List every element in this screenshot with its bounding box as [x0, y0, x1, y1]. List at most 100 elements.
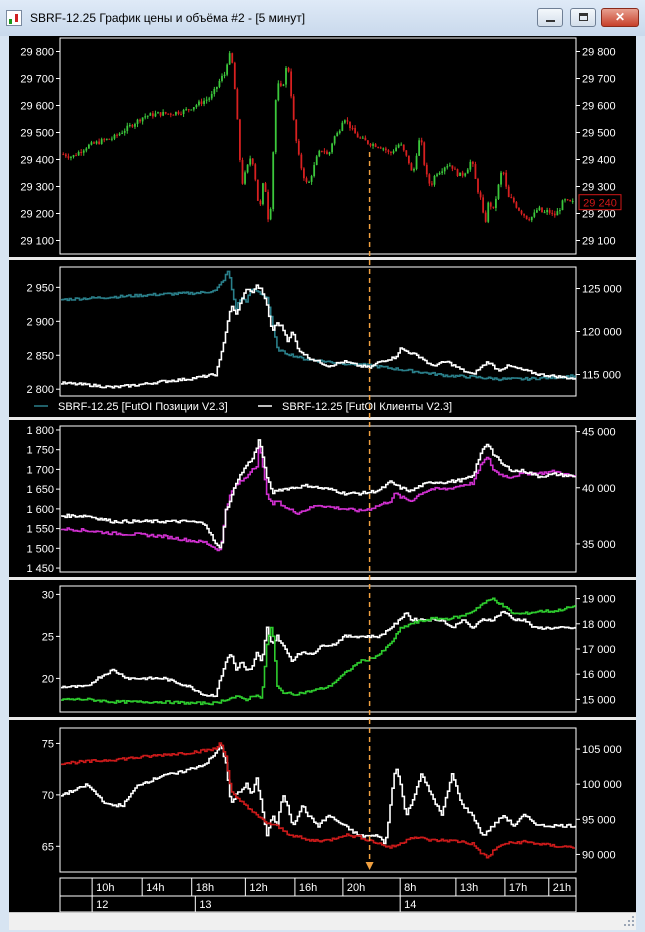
left-tick-label: 65 — [42, 841, 54, 853]
left-tick-label: 2 850 — [26, 350, 54, 362]
minimize-button[interactable] — [537, 8, 563, 27]
left-tick-label: 1 550 — [26, 524, 54, 536]
candle-body — [351, 128, 354, 130]
hour-label: 10h — [96, 882, 114, 894]
candle-body — [162, 111, 165, 116]
left-tick-label: 20 — [42, 673, 54, 685]
series-line-2-2 — [61, 284, 576, 389]
candle-body — [466, 169, 469, 174]
candle-body — [62, 154, 65, 156]
right-tick-label: 29 600 — [582, 101, 616, 113]
maximize-button[interactable] — [570, 8, 596, 27]
candle-body — [72, 155, 75, 157]
candle-body — [215, 86, 218, 89]
pane-separator — [9, 717, 636, 720]
right-tick-label: 35 000 — [582, 539, 616, 551]
left-tick-label: 1 600 — [26, 504, 54, 516]
candle-body — [277, 83, 280, 101]
candle-body — [441, 171, 444, 173]
series-line-3-1 — [61, 445, 576, 552]
candle-body — [525, 215, 528, 220]
candle-body — [566, 199, 569, 201]
candle-body — [282, 84, 285, 86]
hour-label: 14h — [146, 882, 164, 894]
candle-body — [359, 137, 362, 139]
left-tick-label: 29 600 — [20, 101, 54, 113]
window-titlebar[interactable]: SBRF-12.25 График цены и объёма #2 - [5 … — [0, 0, 645, 36]
hour-label: 13h — [460, 882, 478, 894]
candle-body — [285, 67, 287, 85]
candle-body — [387, 150, 390, 152]
candle-body — [323, 151, 326, 153]
candle-body — [461, 172, 464, 176]
candle-body — [246, 164, 249, 173]
horizontal-scrollbar[interactable] — [9, 912, 636, 930]
candle-body — [226, 64, 229, 75]
candle-body — [157, 112, 159, 114]
left-tick-label: 29 400 — [20, 155, 54, 167]
candle-body — [336, 133, 339, 137]
candle-body — [415, 155, 418, 169]
candle-body — [295, 119, 298, 141]
candle-body — [390, 151, 392, 153]
candle-body — [241, 160, 244, 184]
candle-body — [233, 62, 236, 90]
day-label: 12 — [96, 899, 108, 911]
candle-body — [546, 210, 549, 213]
candle-body — [249, 158, 252, 165]
candle-body — [90, 142, 93, 145]
candle-body — [469, 161, 472, 170]
chart-app-icon — [6, 10, 22, 26]
candle-body — [413, 168, 415, 171]
candle-body — [382, 148, 385, 150]
candle-body — [318, 150, 321, 157]
left-tick-label: 1 750 — [26, 445, 54, 457]
hour-label: 12h — [249, 882, 267, 894]
candle-body — [98, 141, 101, 144]
candle-body — [482, 197, 485, 213]
candle-body — [200, 101, 203, 104]
candle-body — [446, 166, 449, 168]
series-line-4-2 — [61, 597, 576, 706]
candle-body — [374, 144, 377, 147]
close-button[interactable]: ✕ — [601, 8, 639, 27]
candle-body — [372, 144, 374, 146]
candle-body — [418, 140, 421, 156]
candle-body — [113, 134, 116, 139]
candle-body — [177, 111, 180, 114]
candle-body — [538, 207, 541, 211]
left-tick-label: 70 — [42, 790, 54, 802]
candle-body — [205, 99, 208, 101]
candle-body — [141, 117, 144, 122]
day-label: 13 — [199, 899, 211, 911]
candle-body — [497, 184, 500, 199]
candle-body — [236, 89, 239, 120]
candle-body — [75, 155, 77, 157]
candle-body — [297, 140, 300, 155]
candle-body — [553, 213, 556, 216]
candle-body — [121, 132, 124, 134]
candle-body — [116, 134, 118, 136]
candle-body — [203, 100, 205, 104]
candle-body — [431, 183, 433, 185]
right-tick-label: 17 000 — [582, 644, 616, 656]
candle-body — [223, 74, 226, 76]
candle-body — [213, 88, 216, 94]
candle-body — [264, 183, 267, 192]
candle-body — [464, 173, 467, 176]
right-tick-label: 100 000 — [582, 779, 622, 791]
candle-body — [244, 172, 246, 184]
candle-body — [85, 148, 88, 151]
resize-grip-icon[interactable] — [624, 914, 636, 928]
left-tick-label: 75 — [42, 738, 54, 750]
candle-body — [149, 113, 152, 116]
candle-body — [208, 98, 211, 100]
candle-body — [405, 150, 408, 156]
candle-body — [185, 109, 188, 111]
candle-body — [428, 174, 431, 184]
candle-body — [303, 168, 305, 179]
series-line-4-1 — [61, 610, 576, 698]
candle-body — [510, 197, 513, 199]
candle-body — [105, 138, 108, 140]
